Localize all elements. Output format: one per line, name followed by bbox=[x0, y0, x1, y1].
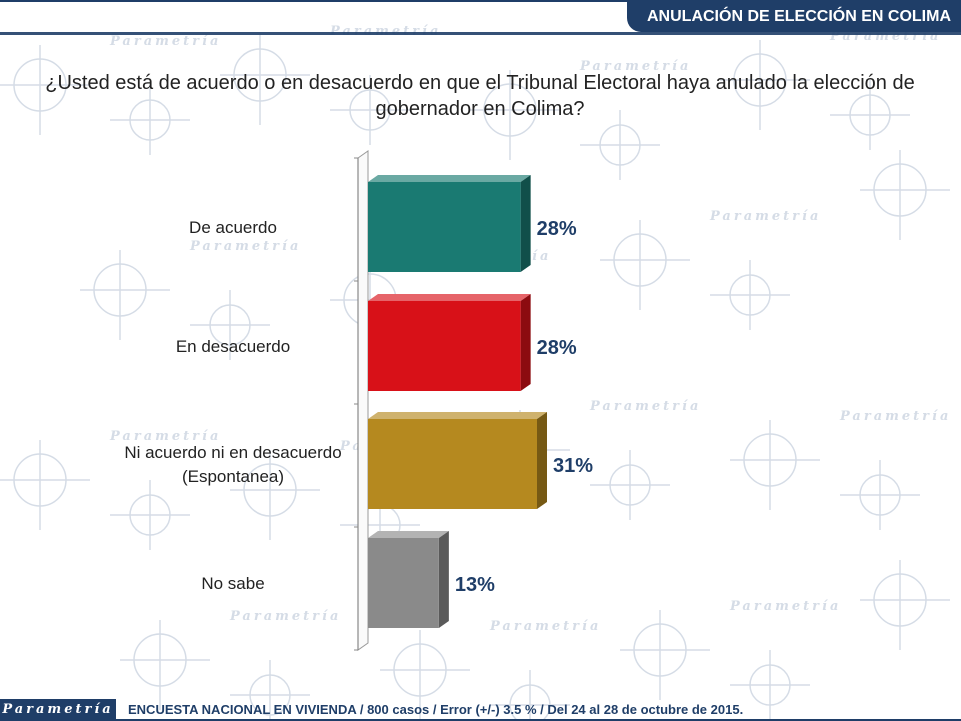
watermark-motif bbox=[470, 70, 660, 180]
watermark-text: Parametría bbox=[839, 409, 951, 424]
bar-3 bbox=[368, 412, 547, 509]
bar-4 bbox=[368, 531, 449, 628]
bar-side-face bbox=[438, 531, 449, 628]
bar-value-label: 13% bbox=[455, 574, 495, 596]
footer-logo: Parametría bbox=[0, 699, 116, 721]
watermark-text: Parametría bbox=[109, 34, 221, 49]
bar-top-face bbox=[368, 294, 531, 301]
category-label: No sabe bbox=[201, 574, 264, 593]
watermark-motif bbox=[860, 150, 950, 240]
watermark-motif bbox=[600, 220, 790, 330]
bar-front-face bbox=[368, 301, 521, 391]
watermark-motif bbox=[0, 45, 190, 155]
chart-axis-wall bbox=[357, 150, 369, 651]
bar-front-face bbox=[368, 182, 521, 272]
footer-line bbox=[116, 719, 961, 721]
watermark-motif bbox=[0, 440, 190, 550]
bar-side-face bbox=[520, 294, 531, 391]
watermark-text: Parametría bbox=[709, 209, 821, 224]
watermark-motif bbox=[730, 420, 920, 530]
bar-side-face bbox=[520, 175, 531, 272]
top-bar bbox=[0, 0, 961, 2]
bar-top-face bbox=[368, 175, 531, 182]
bar-2 bbox=[368, 294, 531, 391]
watermark-text: Parametría bbox=[189, 239, 301, 254]
bar-front-face bbox=[368, 419, 537, 509]
watermark-text: Parametría bbox=[579, 59, 691, 74]
bar-front-face bbox=[368, 538, 439, 628]
bar-top-face bbox=[368, 412, 547, 419]
header-underline bbox=[0, 32, 961, 35]
watermark-motif bbox=[380, 630, 570, 721]
watermark-motif bbox=[220, 35, 410, 145]
bar-top-face bbox=[368, 531, 449, 538]
bar-1 bbox=[368, 175, 531, 272]
category-label: En desacuerdo bbox=[176, 337, 290, 356]
category-label: De acuerdo bbox=[189, 218, 277, 237]
bar-side-face bbox=[537, 412, 547, 509]
watermark-text: Parametría bbox=[109, 429, 221, 444]
watermark-text: Parametría bbox=[329, 24, 441, 39]
footer-note: ENCUESTA NACIONAL EN VIVIENDA / 800 caso… bbox=[128, 702, 744, 717]
bar-value-label: 28% bbox=[537, 337, 577, 359]
watermark-text: Parametría bbox=[229, 609, 341, 624]
bar-value-label: 31% bbox=[553, 455, 593, 477]
watermark-motif bbox=[120, 620, 310, 721]
question-text: ¿Usted está de acuerdo o en desacuerdo e… bbox=[45, 72, 915, 120]
watermark-motif bbox=[860, 560, 950, 650]
watermark-text: Parametría bbox=[589, 399, 701, 414]
watermark-motif bbox=[720, 40, 910, 150]
bar-value-label: 28% bbox=[537, 218, 577, 240]
watermark-text: Parametría bbox=[489, 619, 601, 634]
category-label: Ni acuerdo ni en desacuerdo (Espontanea) bbox=[124, 443, 341, 486]
watermark-motif bbox=[620, 610, 810, 720]
watermark-motif bbox=[80, 250, 270, 360]
header-title: ANULACIÓN DE ELECCIÓN EN COLIMA bbox=[627, 2, 961, 32]
watermark-text: Parametría bbox=[729, 599, 841, 614]
